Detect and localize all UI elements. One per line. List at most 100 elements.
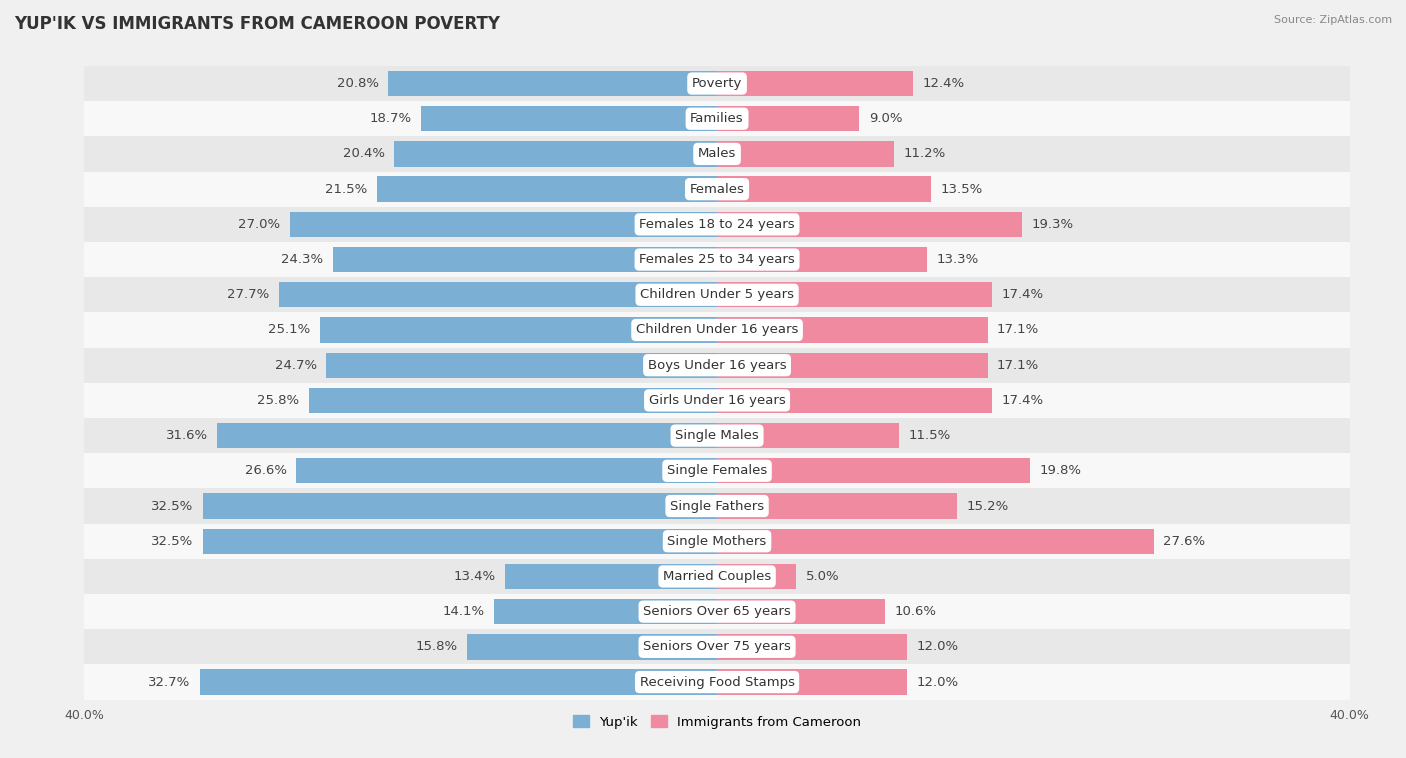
Bar <box>326 352 717 377</box>
Bar <box>717 564 796 589</box>
Bar <box>84 277 1350 312</box>
Bar <box>422 106 717 131</box>
Text: 13.5%: 13.5% <box>941 183 983 196</box>
Text: Seniors Over 65 years: Seniors Over 65 years <box>643 605 792 618</box>
Bar <box>84 629 1350 665</box>
Text: Boys Under 16 years: Boys Under 16 years <box>648 359 786 371</box>
Text: 25.1%: 25.1% <box>269 324 311 337</box>
Bar <box>84 136 1350 171</box>
Bar <box>84 453 1350 488</box>
Text: 12.4%: 12.4% <box>922 77 965 90</box>
Text: 26.6%: 26.6% <box>245 465 287 478</box>
Bar <box>717 247 928 272</box>
Text: 14.1%: 14.1% <box>443 605 485 618</box>
Bar <box>84 559 1350 594</box>
Bar <box>202 528 717 554</box>
Text: 27.0%: 27.0% <box>239 218 280 231</box>
Text: 19.8%: 19.8% <box>1040 465 1081 478</box>
Text: 15.2%: 15.2% <box>967 500 1010 512</box>
Bar <box>84 171 1350 207</box>
Text: 32.5%: 32.5% <box>152 500 194 512</box>
Text: 12.0%: 12.0% <box>917 675 959 688</box>
Text: 17.4%: 17.4% <box>1002 394 1043 407</box>
Text: YUP'IK VS IMMIGRANTS FROM CAMEROON POVERTY: YUP'IK VS IMMIGRANTS FROM CAMEROON POVER… <box>14 15 501 33</box>
Text: 20.4%: 20.4% <box>343 148 385 161</box>
Text: 21.5%: 21.5% <box>325 183 367 196</box>
Bar <box>377 177 717 202</box>
Text: Families: Families <box>690 112 744 125</box>
Text: Single Fathers: Single Fathers <box>671 500 763 512</box>
Bar <box>200 669 717 695</box>
Bar <box>717 493 957 518</box>
Text: 24.3%: 24.3% <box>281 253 323 266</box>
Bar <box>84 594 1350 629</box>
Text: 10.6%: 10.6% <box>894 605 936 618</box>
Bar <box>84 312 1350 348</box>
Text: Girls Under 16 years: Girls Under 16 years <box>648 394 786 407</box>
Bar <box>717 458 1031 484</box>
Text: Females 25 to 34 years: Females 25 to 34 years <box>640 253 794 266</box>
Text: 17.4%: 17.4% <box>1002 288 1043 301</box>
Text: 20.8%: 20.8% <box>336 77 378 90</box>
Legend: Yup'ik, Immigrants from Cameroon: Yup'ik, Immigrants from Cameroon <box>568 709 866 734</box>
Text: Males: Males <box>697 148 737 161</box>
Bar <box>84 242 1350 277</box>
Text: 32.7%: 32.7% <box>148 675 190 688</box>
Bar <box>84 207 1350 242</box>
Text: 15.8%: 15.8% <box>416 641 458 653</box>
Text: 12.0%: 12.0% <box>917 641 959 653</box>
Text: 19.3%: 19.3% <box>1032 218 1074 231</box>
Text: Females: Females <box>689 183 745 196</box>
Bar <box>321 318 717 343</box>
Bar <box>309 388 717 413</box>
Text: 11.5%: 11.5% <box>908 429 950 442</box>
Bar <box>717 528 1154 554</box>
Bar <box>290 211 717 237</box>
Text: Source: ZipAtlas.com: Source: ZipAtlas.com <box>1274 15 1392 25</box>
Text: Children Under 16 years: Children Under 16 years <box>636 324 799 337</box>
Bar <box>717 211 1022 237</box>
Text: 9.0%: 9.0% <box>869 112 903 125</box>
Text: 25.8%: 25.8% <box>257 394 299 407</box>
Bar <box>333 247 717 272</box>
Bar <box>467 634 717 659</box>
Bar <box>717 106 859 131</box>
Bar <box>394 141 717 167</box>
Text: 27.6%: 27.6% <box>1163 534 1205 548</box>
Text: 5.0%: 5.0% <box>806 570 839 583</box>
Bar <box>494 599 717 625</box>
Text: 17.1%: 17.1% <box>997 324 1039 337</box>
Bar <box>84 66 1350 101</box>
Text: 13.4%: 13.4% <box>454 570 496 583</box>
Text: Single Females: Single Females <box>666 465 768 478</box>
Bar <box>505 564 717 589</box>
Text: 17.1%: 17.1% <box>997 359 1039 371</box>
Bar <box>717 141 894 167</box>
Text: 32.5%: 32.5% <box>152 534 194 548</box>
Bar <box>84 418 1350 453</box>
Text: Single Mothers: Single Mothers <box>668 534 766 548</box>
Bar <box>84 101 1350 136</box>
Bar <box>717 177 931 202</box>
Text: Married Couples: Married Couples <box>664 570 770 583</box>
Bar <box>297 458 717 484</box>
Bar <box>717 634 907 659</box>
Text: 24.7%: 24.7% <box>274 359 316 371</box>
Bar <box>717 599 884 625</box>
Bar <box>202 493 717 518</box>
Text: Females 18 to 24 years: Females 18 to 24 years <box>640 218 794 231</box>
Bar <box>717 282 993 308</box>
Bar <box>717 318 987 343</box>
Bar <box>84 488 1350 524</box>
Bar <box>217 423 717 448</box>
Bar <box>278 282 717 308</box>
Bar <box>84 665 1350 700</box>
Bar <box>84 524 1350 559</box>
Text: Children Under 5 years: Children Under 5 years <box>640 288 794 301</box>
Bar <box>717 352 987 377</box>
Bar <box>717 388 993 413</box>
Text: 31.6%: 31.6% <box>166 429 208 442</box>
Text: 18.7%: 18.7% <box>370 112 412 125</box>
Bar <box>84 383 1350 418</box>
Bar <box>717 70 914 96</box>
